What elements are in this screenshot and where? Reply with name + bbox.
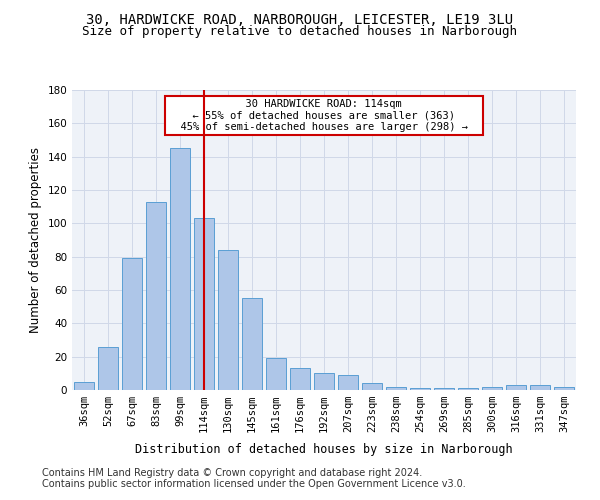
Bar [554, 386, 574, 390]
Bar [242, 298, 262, 390]
Bar [218, 250, 238, 390]
Bar [146, 202, 166, 390]
Bar [194, 218, 214, 390]
Bar [434, 388, 454, 390]
Bar [410, 388, 430, 390]
Text: Distribution of detached houses by size in Narborough: Distribution of detached houses by size … [135, 442, 513, 456]
Bar [458, 388, 478, 390]
Bar [74, 382, 94, 390]
Text: 30, HARDWICKE ROAD, NARBOROUGH, LEICESTER, LE19 3LU: 30, HARDWICKE ROAD, NARBOROUGH, LEICESTE… [86, 12, 514, 26]
Text: Contains public sector information licensed under the Open Government Licence v3: Contains public sector information licen… [42, 479, 466, 489]
Text: Size of property relative to detached houses in Narborough: Size of property relative to detached ho… [83, 25, 517, 38]
Bar [530, 385, 550, 390]
Y-axis label: Number of detached properties: Number of detached properties [29, 147, 42, 333]
Text: 30 HARDWICKE ROAD: 114sqm  
  ← 55% of detached houses are smaller (363)  
  45%: 30 HARDWICKE ROAD: 114sqm ← 55% of detac… [168, 99, 480, 132]
Bar [338, 375, 358, 390]
Text: Contains HM Land Registry data © Crown copyright and database right 2024.: Contains HM Land Registry data © Crown c… [42, 468, 422, 477]
Bar [314, 374, 334, 390]
Bar [266, 358, 286, 390]
Bar [506, 385, 526, 390]
Bar [98, 346, 118, 390]
Bar [386, 386, 406, 390]
Bar [122, 258, 142, 390]
Bar [290, 368, 310, 390]
Bar [170, 148, 190, 390]
Bar [482, 386, 502, 390]
Bar [362, 384, 382, 390]
